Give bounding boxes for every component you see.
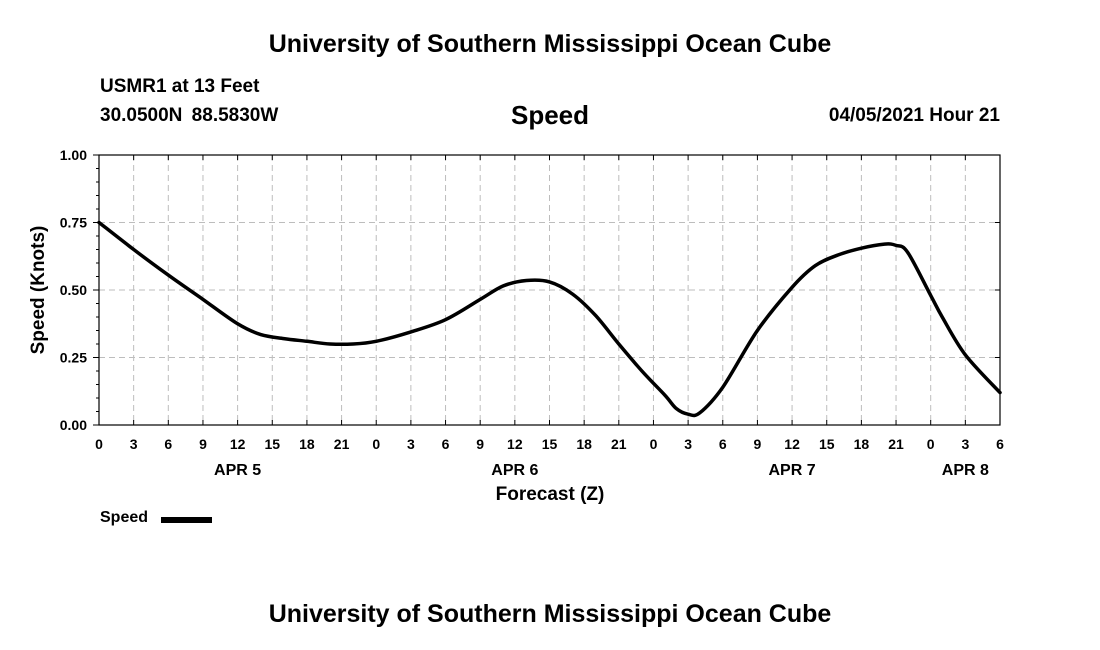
x-tick-label: 9 xyxy=(476,436,484,452)
x-tick-label: 12 xyxy=(230,436,246,452)
y-tick-label: 0.25 xyxy=(60,350,87,366)
x-tick-label: 9 xyxy=(754,436,762,452)
x-tick-label: 21 xyxy=(611,436,627,452)
x-tick-label: 6 xyxy=(442,436,450,452)
date-label: APR 7 xyxy=(769,462,816,479)
x-tick-label: 6 xyxy=(164,436,172,452)
x-axis-label: Forecast (Z) xyxy=(496,484,605,505)
coordinates-label: 30.0500N 88.5830W xyxy=(100,105,279,126)
x-tick-label: 0 xyxy=(927,436,935,452)
series-line-speed xyxy=(97,220,1002,418)
grid xyxy=(99,155,1000,425)
x-tick-label: 18 xyxy=(299,436,315,452)
plot-frame xyxy=(98,154,1001,426)
x-tick-label: 3 xyxy=(684,436,692,452)
x-tick-label: 18 xyxy=(854,436,870,452)
y-tick-label: 1.00 xyxy=(60,147,87,163)
x-tick-label: 21 xyxy=(888,436,904,452)
x-tick-label: 12 xyxy=(784,436,800,452)
x-tick-label: 3 xyxy=(407,436,415,452)
x-tick-label: 0 xyxy=(95,436,103,452)
y-tick-label: 0.50 xyxy=(60,282,87,298)
x-tick-label: 12 xyxy=(507,436,523,452)
legend-swatch xyxy=(161,517,212,523)
station-label: USMR1 at 13 Feet xyxy=(100,76,260,97)
x-tick-label: 0 xyxy=(372,436,380,452)
y-tick-label: 0.00 xyxy=(60,417,87,433)
x-tick-label: 15 xyxy=(264,436,280,452)
date-label: APR 8 xyxy=(942,462,989,479)
date-label: APR 5 xyxy=(214,462,261,479)
x-tick-label: 15 xyxy=(542,436,558,452)
legend-label: Speed xyxy=(100,509,149,526)
x-tick-label: 3 xyxy=(130,436,138,452)
series-layer xyxy=(97,220,1002,418)
x-tick-label: 3 xyxy=(961,436,969,452)
y-axis-label: Speed (Knots) xyxy=(28,226,49,355)
x-tick-label: 6 xyxy=(996,436,1004,452)
axes: 0 3 6 9 12 15 18 21 0 3 6 9 12 15 18 21 0 3 6 9 12 15 18 21 0 3 6 0… xyxy=(60,147,1004,479)
chart-title-bottom: University of Southern Mississippi Ocean… xyxy=(268,600,832,628)
x-tick-label: 21 xyxy=(334,436,350,452)
x-tick-label: 18 xyxy=(576,436,592,452)
x-tick-label: 0 xyxy=(650,436,658,452)
chart-title-top: University of Southern Mississippi Ocean… xyxy=(268,30,832,58)
x-tick-label: 6 xyxy=(719,436,727,452)
datetime-label: 04/05/2021 Hour 21 xyxy=(828,105,1000,126)
date-label: APR 6 xyxy=(491,462,538,479)
x-tick-label: 9 xyxy=(199,436,207,452)
x-tick-label: 15 xyxy=(819,436,835,452)
variable-title: Speed xyxy=(510,100,590,130)
y-tick-label: 0.75 xyxy=(60,215,87,231)
